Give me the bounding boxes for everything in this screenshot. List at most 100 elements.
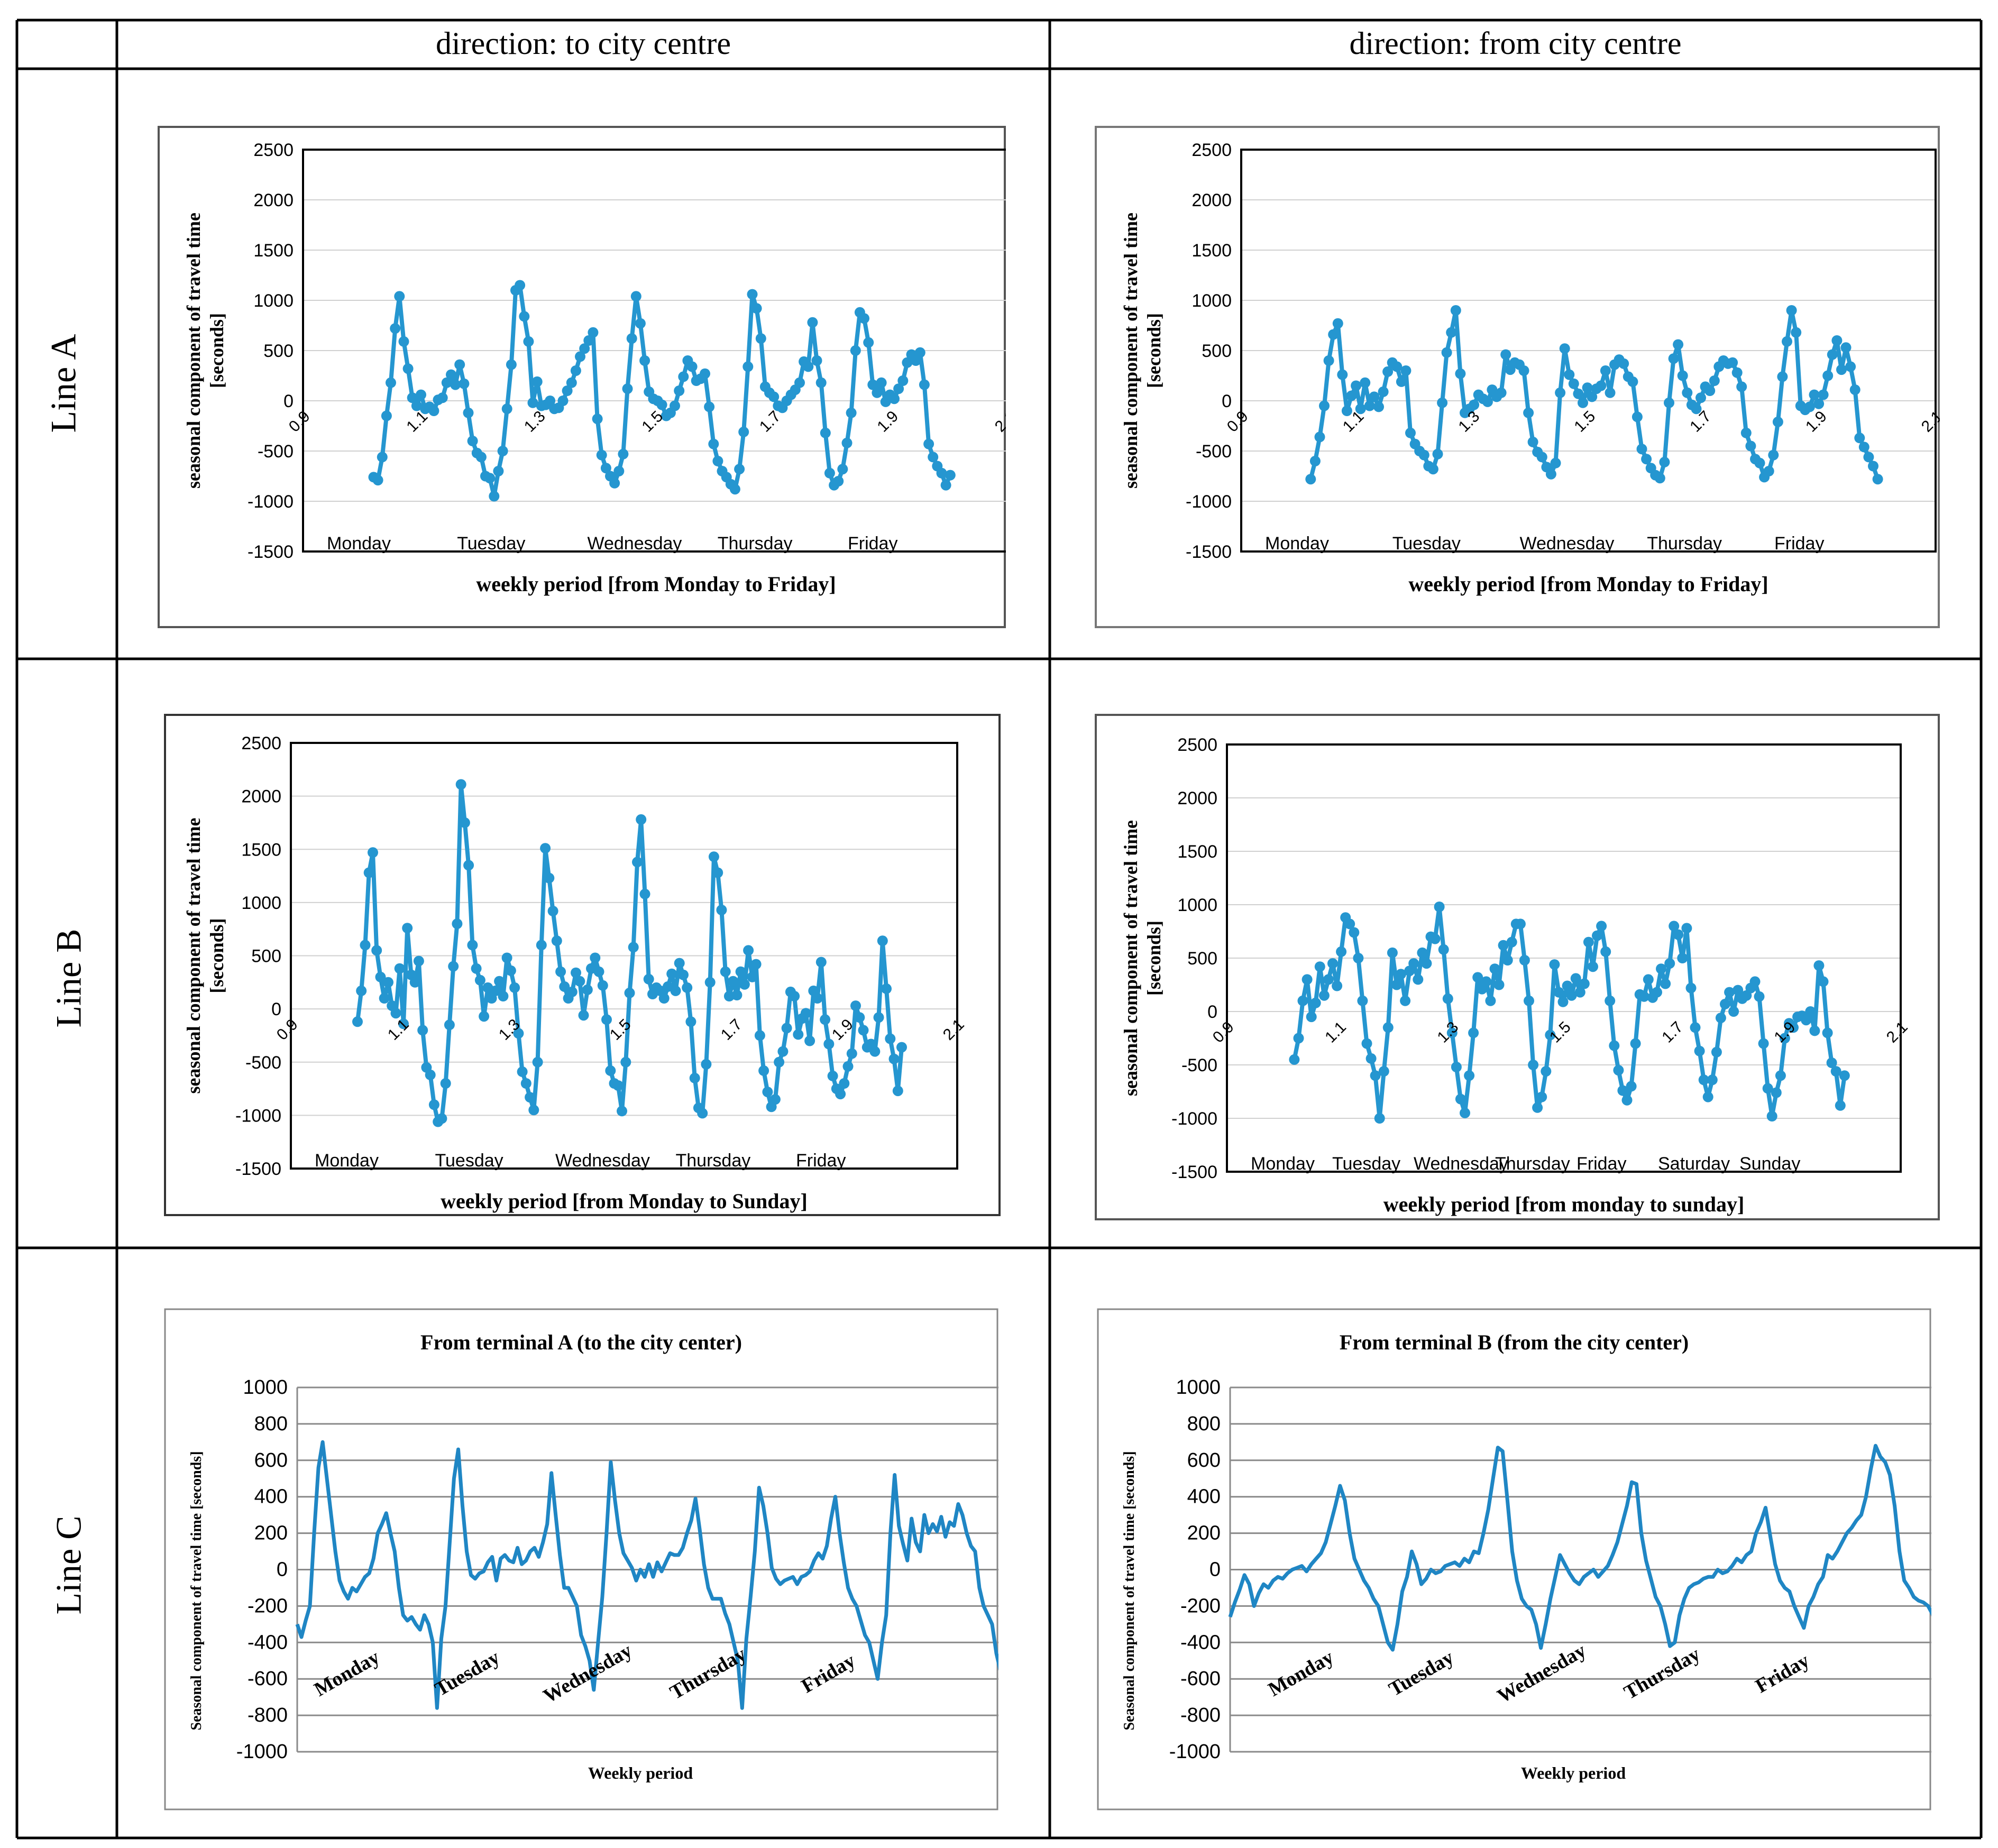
data-point [892,1086,903,1097]
day-label: Friday [848,534,897,554]
data-point [1451,1062,1462,1072]
data-point [1626,1081,1637,1092]
header-from-city-centre: direction: from city centre [1349,26,1682,61]
y-tick-label: 1000 [241,893,281,913]
data-point [517,1066,528,1077]
day-label: Monday [315,1151,379,1171]
data-point [622,383,633,394]
data-point [555,966,566,977]
data-point [446,369,456,380]
data-point [425,1069,436,1080]
y-tick-label: 0 [1209,1559,1221,1581]
data-point [1549,959,1560,970]
y-tick-label: 1000 [1177,895,1217,915]
data-point [754,1030,765,1041]
data-point [489,491,500,502]
y-tick-label: 0 [277,1559,288,1581]
data-point [1506,936,1517,948]
data-point [372,475,383,486]
row-label-line-a: Line A [43,334,84,433]
data-point [1408,958,1419,969]
data-point [1782,336,1792,347]
data-point [1305,474,1316,485]
data-point [590,952,601,963]
data-point [386,377,396,388]
data-point [940,480,951,491]
data-point [674,958,685,969]
y-tick-label: 1000 [243,1376,288,1399]
data-point [768,391,780,402]
data-point [1854,433,1865,444]
y-tick-label: -1000 [236,1741,288,1763]
data-point [704,401,715,412]
data-point [506,359,517,370]
data-point [628,942,639,953]
data-point [1685,982,1697,994]
data-point [1583,936,1594,948]
day-label: Saturday [1658,1154,1730,1174]
data-point [1391,361,1403,372]
data-point [1621,1095,1633,1106]
day-label: Thursday [1647,534,1722,554]
data-point [729,484,740,495]
data-point [1740,427,1752,438]
data-point [1668,353,1679,364]
data-point [1364,400,1375,411]
y-tick-label: 2500 [241,733,281,753]
data-point [402,923,413,934]
data-point [620,1056,631,1068]
data-point [501,403,512,415]
data-point [1515,918,1526,930]
data-point [1306,1012,1317,1023]
data-point [1365,1053,1377,1064]
data-point [519,311,530,322]
data-point [1351,380,1362,391]
data-point [1309,456,1321,466]
y-tick-label: -200 [1180,1595,1221,1617]
data-point [789,991,800,1001]
data-point [1446,327,1457,338]
data-point [612,1080,624,1091]
y-tick-label: -1000 [235,1106,281,1126]
data-point [1437,397,1448,408]
y-tick-label: -800 [248,1704,288,1726]
data-point [914,347,925,358]
data-point [1369,391,1380,402]
data-point [1673,929,1684,940]
data-point [739,979,750,990]
data-point [505,965,516,976]
data-point [1830,1066,1841,1077]
data-point [1564,369,1575,380]
data-point [592,413,603,425]
y-tick-label: 2500 [1177,735,1217,755]
data-point [876,377,887,388]
data-point [1822,1027,1833,1038]
data-point [617,1106,627,1117]
data-point [835,1089,846,1100]
data-point [777,1046,789,1057]
y-axis-label: seasonal component of travel time [second… [183,213,227,489]
data-point [846,1048,857,1059]
data-point [1344,918,1355,930]
plot-area [1226,743,1902,1173]
data-point [479,1011,490,1022]
data-point [1786,305,1797,316]
data-point [1434,902,1445,912]
data-point [1588,961,1598,972]
data-point [1573,388,1584,399]
data-point [1396,376,1407,387]
data-point [547,906,558,916]
y-tick-label: -600 [1180,1668,1221,1690]
data-point [1791,327,1802,338]
data-point [743,361,754,372]
data-point [551,935,562,946]
data-point [1450,305,1461,316]
data-point [800,1008,811,1019]
data-point [454,359,465,370]
data-point [1813,960,1825,971]
day-label: Wednesday [1520,534,1615,554]
data-point [1863,452,1874,463]
data-point [379,993,390,1004]
data-point [1541,1066,1552,1077]
data-point [812,993,823,1004]
